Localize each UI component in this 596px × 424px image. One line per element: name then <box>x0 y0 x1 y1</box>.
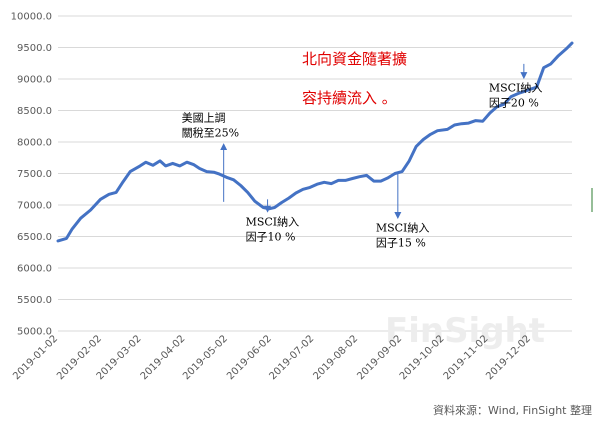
y-tick-label: 5500.0 <box>17 295 52 306</box>
series <box>56 41 574 243</box>
y-tick-label: 8500.0 <box>17 106 52 117</box>
y-axis-ticks: 10000.0 9500.0 9000.0 8500.0 8000.0 7500.0 700… <box>11 12 52 338</box>
y-tick-label: 8000.0 <box>17 138 52 149</box>
source-note: 資料來源：Wind, FinSight 整理 <box>433 403 592 417</box>
y-tick-label: 9500.0 <box>17 43 52 54</box>
watermark: FinSight <box>385 311 545 351</box>
annotation-label: 美國上調 <box>182 111 226 125</box>
annotation-label: 因子10 % <box>246 230 296 243</box>
annotation-label: MSCI納入 <box>246 215 300 228</box>
gridlines <box>58 15 572 332</box>
annotation-label: 因子15 % <box>376 237 426 250</box>
y-tick-label: 7500.0 <box>17 169 52 180</box>
y-tick-label: 9000.0 <box>17 75 52 86</box>
y-tick-label: 6000.0 <box>17 264 52 275</box>
annotation-label: MSCI納入 <box>489 82 543 95</box>
chart-title-line-2: 容持續流入 。 <box>302 89 397 107</box>
y-tick-label: 7000.0 <box>17 201 52 212</box>
y-tick-label: 10000.0 <box>11 12 52 23</box>
y-tick-label: 6500.0 <box>17 232 52 243</box>
chart-title-line-1: 北向資金隨著擴 <box>302 50 407 68</box>
y-tick-label: 5000.0 <box>17 327 52 338</box>
series-line <box>56 41 574 243</box>
annotation-label: 因子20 % <box>489 97 539 110</box>
annotation-label: 關稅至25% <box>182 127 239 140</box>
annotation-label: MSCI納入 <box>376 222 430 235</box>
